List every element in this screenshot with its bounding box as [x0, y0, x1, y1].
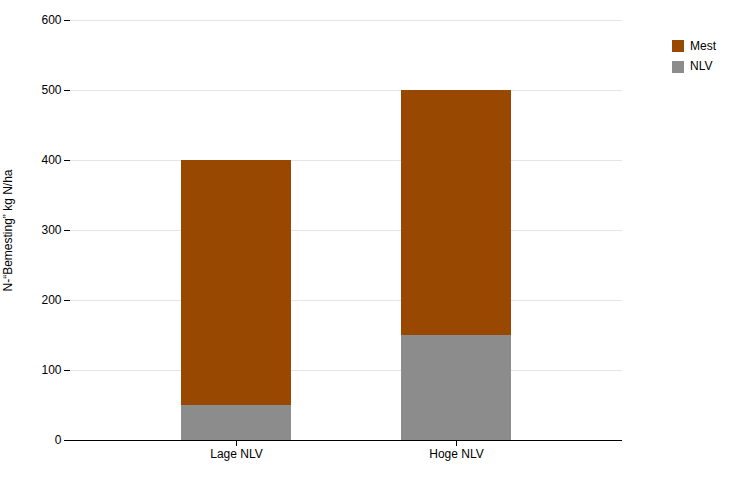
svg-text:400: 400 [41, 153, 61, 167]
svg-text:600: 600 [41, 13, 61, 27]
svg-text:200: 200 [41, 293, 61, 307]
svg-text:500: 500 [41, 83, 61, 97]
svg-text:100: 100 [41, 363, 61, 377]
html-text:NLV: NLV [690, 59, 713, 74]
html-text:Mest: Mest [690, 39, 716, 53]
svg-text:Lage NLV: Lage NLV [210, 447, 262, 461]
svg-text:N-“Bemesting” kg N/ha: N-“Bemesting” kg N/ha [1, 169, 15, 291]
svg-text:Hoge NLV: Hoge NLV [429, 447, 483, 461]
svg-text:300: 300 [41, 223, 61, 237]
svg-text:0: 0 [55, 433, 62, 447]
